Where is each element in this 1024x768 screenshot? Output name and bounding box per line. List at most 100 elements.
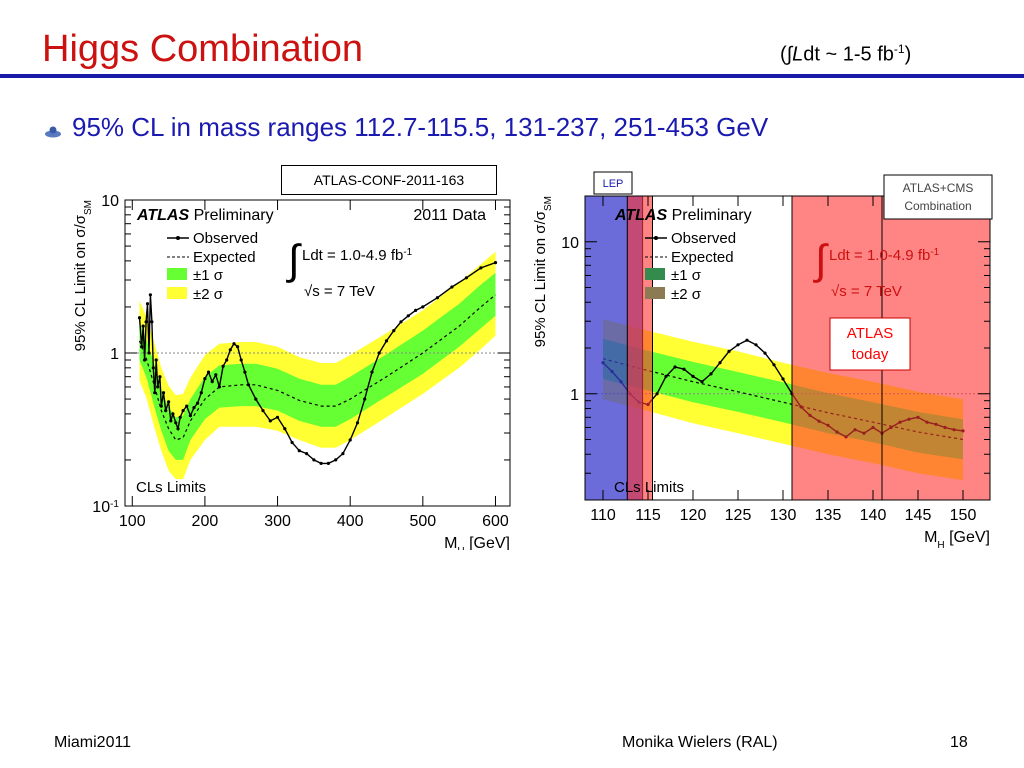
atlas-today-line2: today (852, 346, 889, 363)
observed-point (154, 358, 158, 362)
lumi-exponent: -1 (893, 42, 905, 56)
combination-label-line1: ATLAS+CMS (903, 181, 974, 195)
plot-area (125, 251, 510, 480)
x-tick-label: 500 (409, 513, 436, 530)
y-tick-label: 10 (561, 235, 579, 252)
lumi-suffix: ) (904, 43, 912, 66)
legend-observed-label: Observed (671, 230, 736, 247)
observed-point (181, 409, 185, 413)
observed-point (297, 449, 301, 453)
x-tick-label: 115 (635, 507, 661, 524)
observed-point (377, 351, 381, 355)
observed-point (217, 385, 221, 389)
observed-point (158, 375, 162, 379)
x-tick-label: 400 (337, 513, 364, 530)
legend-expected-label: Expected (671, 249, 734, 266)
bullet-icon (45, 126, 61, 138)
legend-band2-label: ±2 σ (671, 286, 702, 303)
legend-band2-swatch (645, 287, 665, 299)
footer-author: Monika Wielers (RAL) (622, 734, 778, 751)
atlas-cms-exclusion-region (626, 195, 654, 501)
observed-point (164, 409, 168, 413)
bullet-text: 95% CL in mass ranges 112.7-115.5, 131-2… (72, 112, 769, 142)
luminosity-note: (∫Ldt ~ 1-5 fb-1) (780, 42, 911, 67)
title-divider (0, 74, 1024, 78)
page-number: 18 (950, 734, 968, 751)
observed-point (673, 365, 677, 369)
observed-point (435, 296, 439, 300)
observed-point (290, 440, 294, 445)
observed-point (188, 414, 192, 418)
observed-point (421, 305, 425, 309)
observed-point (148, 293, 152, 297)
observed-point (156, 385, 160, 389)
observed-point (305, 452, 309, 456)
observed-point (414, 308, 418, 312)
legend-band1-label: ±1 σ (671, 267, 702, 284)
x-tick-label: 100 (119, 513, 146, 530)
x-tick-label: 145 (905, 507, 932, 524)
observed-point (199, 391, 203, 395)
integral-sign: ∫ (286, 236, 302, 283)
footer-event: Miami2011 (54, 734, 132, 751)
observed-point (145, 302, 150, 306)
combination-label-line2: Combination (904, 199, 971, 213)
legend-observed-label: Observed (193, 230, 258, 247)
observed-point (727, 349, 731, 353)
observed-point (221, 364, 225, 368)
y-tick-label: 10-1 (92, 499, 119, 517)
observed-point (153, 391, 157, 395)
observed-point (268, 419, 272, 423)
observed-point (236, 345, 240, 349)
observed-point (736, 343, 740, 347)
atlas-label: ATLAS Preliminary (614, 207, 752, 224)
y-axis-label: 95% CL Limit on σ/σSM (72, 200, 94, 351)
observed-point (140, 345, 144, 349)
legend-band1-swatch (167, 268, 187, 280)
observed-point (151, 366, 155, 370)
observed-point (700, 380, 704, 384)
legend-expected-label: Expected (193, 249, 256, 266)
observed-point (143, 358, 147, 362)
legend-band2-swatch (167, 287, 187, 299)
x-tick-label: 140 (860, 507, 887, 524)
conf-note-label: ATLAS-CONF-2011-163 (281, 165, 497, 195)
y-axis-label: 95% CL Limit on σ/σSM (532, 196, 554, 347)
observed-point (709, 372, 713, 376)
x-tick-label: 120 (680, 507, 707, 524)
observed-point (214, 373, 218, 377)
band-1sigma (139, 272, 496, 460)
observed-point (664, 374, 668, 378)
observed-point (355, 421, 360, 425)
observed-point (275, 415, 280, 419)
legend-observed-marker (654, 236, 658, 240)
legend-band1-swatch (645, 268, 665, 280)
observed-point (384, 339, 389, 343)
observed-point (176, 427, 180, 431)
observed-point (203, 377, 207, 381)
observed-point (363, 397, 367, 401)
observed-point (147, 351, 151, 355)
energy-label: √s = 7 TeV (831, 283, 902, 300)
chart-left: 100 200 300 400 500 600 10-1 1 10 95% CL Limit on… (72, 193, 511, 550)
observed-point (167, 400, 171, 404)
observed-point (399, 320, 403, 324)
x-tick-label: 600 (482, 513, 509, 530)
observed-point (772, 363, 776, 367)
observed-point (206, 370, 211, 374)
observed-point (392, 329, 396, 333)
observed-point (283, 427, 287, 431)
observed-point (225, 358, 229, 362)
observed-point (161, 391, 166, 395)
observed-point (745, 338, 749, 342)
legend-band2-label: ±2 σ (193, 286, 224, 303)
integral-sign: ∫ (813, 236, 829, 283)
cls-limits-label: CLs Limits (614, 479, 684, 496)
x-tick-label: 130 (770, 507, 797, 524)
observed-point (141, 324, 145, 328)
lumi-prefix: (∫ (780, 43, 793, 66)
observed-point (406, 314, 410, 318)
observed-point (479, 266, 483, 270)
x-axis-label: MH [GeV] (924, 529, 990, 550)
